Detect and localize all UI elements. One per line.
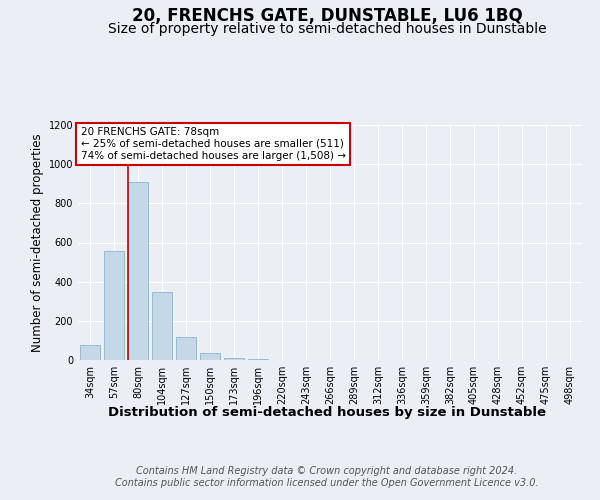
Bar bbox=[128, 182, 148, 360]
Bar bbox=[200, 353, 220, 360]
Bar bbox=[152, 292, 172, 360]
Bar bbox=[248, 359, 268, 360]
Bar bbox=[224, 358, 244, 360]
Bar bbox=[104, 252, 124, 360]
Text: 20, FRENCHS GATE, DUNSTABLE, LU6 1BQ: 20, FRENCHS GATE, DUNSTABLE, LU6 1BQ bbox=[131, 8, 523, 26]
Bar bbox=[176, 338, 196, 360]
Text: Size of property relative to semi-detached houses in Dunstable: Size of property relative to semi-detach… bbox=[107, 22, 547, 36]
Text: 20 FRENCHS GATE: 78sqm
← 25% of semi-detached houses are smaller (511)
74% of se: 20 FRENCHS GATE: 78sqm ← 25% of semi-det… bbox=[80, 128, 346, 160]
Text: Distribution of semi-detached houses by size in Dunstable: Distribution of semi-detached houses by … bbox=[108, 406, 546, 419]
Y-axis label: Number of semi-detached properties: Number of semi-detached properties bbox=[31, 133, 44, 352]
Text: Contains HM Land Registry data © Crown copyright and database right 2024.
Contai: Contains HM Land Registry data © Crown c… bbox=[115, 466, 539, 487]
Bar bbox=[80, 346, 100, 360]
